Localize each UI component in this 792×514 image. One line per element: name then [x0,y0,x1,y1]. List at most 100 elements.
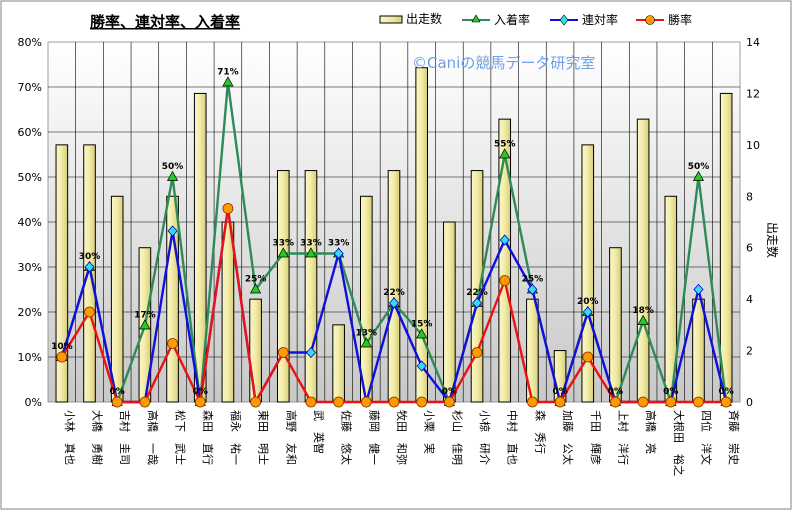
point-circle [277,347,289,358]
point-triangle [139,319,151,330]
x-tick-label: 森田 直行 [201,410,215,465]
legend-item-line-3: 勝率 [636,12,692,27]
bar [83,144,96,403]
x-tick-label: 森 秀行 [533,410,547,454]
y-tick-label: 30% [18,261,42,274]
y2-tick-label: 12 [746,87,760,100]
y-tick-label: 0% [25,396,42,409]
point-circle [443,396,455,408]
point-circle [139,396,151,408]
data-label: 30% [79,252,101,262]
x-tick-label: 小栗 実 [423,410,437,454]
y2-tick-label: 0 [746,396,753,409]
x-tick-label: 加藤 公太 [561,410,574,465]
y2-tick-label: 2 [746,345,753,358]
point-diamond [472,297,483,309]
legend-item-line-1: 入着率 [462,12,530,27]
x-tick-label: 大橋 勇樹 [91,410,105,465]
y2-tick-label: 8 [746,190,753,203]
point-triangle [360,337,372,348]
point-diamond [84,261,95,273]
bar [415,67,428,403]
x-tick-label: 高橋 一哉 [146,410,160,465]
legend-bar-swatch [379,15,403,24]
point-diamond [333,247,344,260]
data-label: 0% [663,387,678,397]
data-label: 0% [442,387,457,397]
x-tick-label: 中村 直也 [506,410,520,465]
y-tick-label: 70% [18,81,42,94]
legend: 出走数 入着率 連対率 勝率 [379,11,692,27]
point-triangle [416,328,428,339]
point-circle [56,351,68,363]
watermark: ©Caniの競馬データ研究室 [412,54,595,72]
data-label: 0% [608,387,623,397]
y2-tick-label: 14 [746,36,760,49]
x-tick-label: 松下 武士 [174,410,188,465]
y2-tick-label: 10 [746,139,760,152]
data-label: 55% [494,140,516,150]
point-circle [582,351,594,363]
legend-item-line-2: 連対率 [550,12,618,27]
y-tick-label: 60% [18,126,42,139]
data-label: 15% [411,320,433,330]
point-circle [527,396,538,408]
bar [360,195,373,403]
data-label: 33% [300,239,322,249]
x-tick-label: 佐藤 悠太 [340,410,354,465]
point-circle [84,306,95,318]
y2-axis-label: 出走数 [765,222,780,258]
x-tick-label: 小椋 研介 [478,410,492,465]
point-circle [693,396,704,408]
x-tick-label: 大根田 裕之 [672,410,686,476]
bar [443,221,456,403]
point-circle [388,396,400,408]
bar [110,195,124,403]
x-tick-label: 福永 祐一 [229,410,243,465]
data-label: 33% [273,239,295,249]
x-tick-label: 四位 洋文 [699,410,713,465]
bar [249,298,262,403]
point-circle [665,396,677,408]
data-label: 17% [134,311,156,321]
point-circle [416,396,428,408]
x-tick-label: 斉藤 崇史 [727,410,741,465]
point-diamond [527,283,538,296]
point-triangle [692,170,705,181]
x-tick-label: 高橋 亮 [644,410,658,454]
point-circle [360,396,372,408]
legend-label-line-1: 入着率 [494,12,530,27]
data-label: 18% [632,306,654,316]
legend-marker-1 [471,14,481,23]
bar [387,170,401,403]
legend-label-line-2: 連対率 [582,12,618,27]
point-circle [305,396,317,408]
x-tick-label: 武 英智 [312,410,326,454]
data-label: 13% [356,329,378,339]
y-tick-label: 50% [18,171,42,184]
point-diamond [499,234,510,246]
point-circle [167,338,178,349]
point-triangle [166,170,179,181]
point-diamond [167,225,178,237]
chart-title: 勝率、連対率、入着率 [90,13,240,31]
x-tick-label: 杉山 佳明 [450,410,464,465]
data-label: 10% [51,342,73,352]
bar [609,247,622,403]
bar [55,144,69,403]
point-triangle [305,247,317,258]
x-tick-label: 上村 洋行 [616,410,630,465]
point-triangle [250,283,262,294]
point-diamond [305,346,316,359]
data-labels: 10% 30% 0% 17% 50% 0% 71% 25% 33% 33% 33% 13% 22% 15%… [51,68,734,398]
data-label: 71% [217,68,239,78]
y-tick-label: 40% [18,216,42,229]
point-diamond [693,283,704,296]
data-label: 22% [466,288,488,298]
bar [498,118,512,403]
point-diamond [388,297,400,309]
line-series [56,76,732,408]
bar [470,170,484,403]
